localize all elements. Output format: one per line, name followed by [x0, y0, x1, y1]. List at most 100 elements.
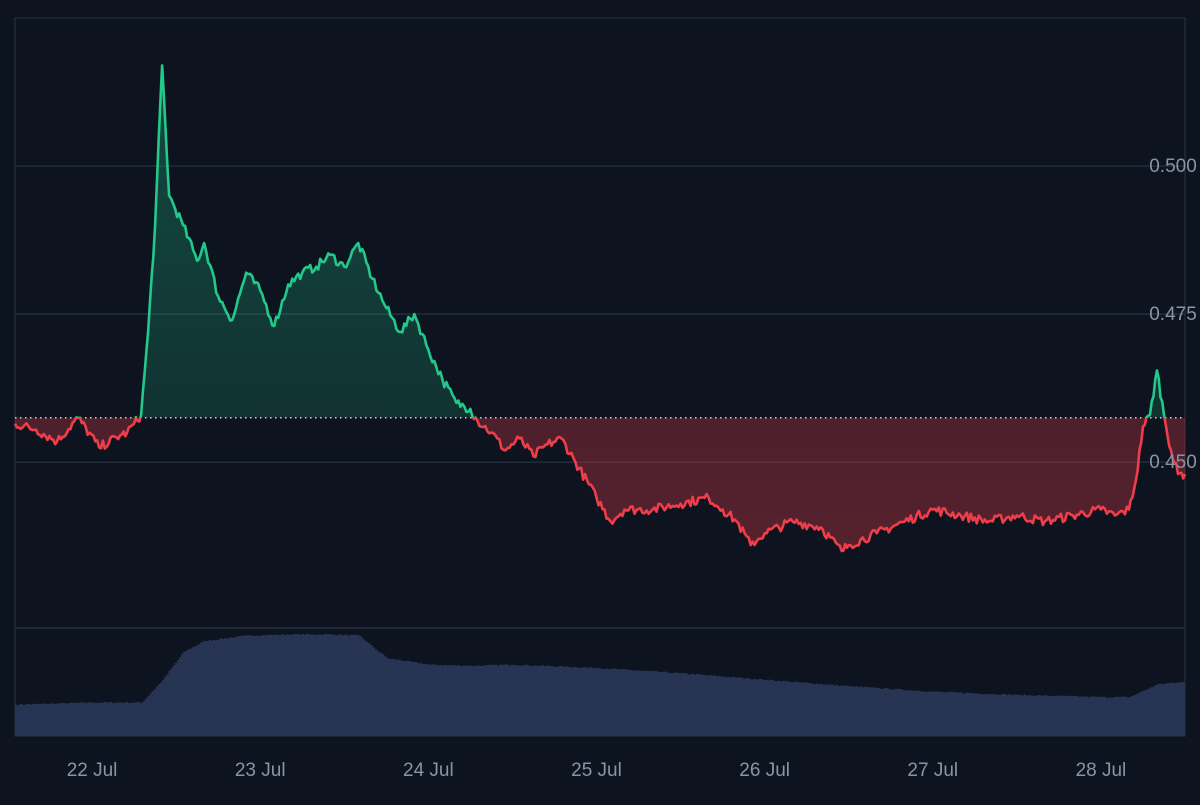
volume-bar: [239, 635, 243, 736]
volume-bar: [334, 635, 338, 736]
volume-bar: [879, 688, 883, 736]
volume-bar: [1122, 696, 1125, 736]
volume-bar: [162, 679, 165, 736]
volume-bar: [299, 635, 302, 736]
volume-bar: [724, 677, 728, 736]
volume-bar: [682, 672, 686, 736]
volume-bar: [136, 701, 140, 736]
volume-bar: [1014, 694, 1018, 736]
volume-bar: [261, 635, 265, 736]
volume-bar: [565, 666, 569, 736]
volume-bar: [884, 688, 887, 736]
volume-bar: [1003, 693, 1007, 736]
volume-bar: [149, 693, 152, 736]
volume-bar: [294, 634, 298, 736]
volume-bar: [288, 634, 291, 736]
volume-bar: [129, 702, 133, 736]
volume-bar: [1063, 696, 1066, 736]
volume-bar: [968, 692, 971, 736]
volume-bar: [640, 670, 644, 736]
volume-bar: [439, 665, 442, 736]
volume-bar: [833, 685, 836, 736]
volume-bar: [474, 666, 478, 736]
volume-bar: [434, 664, 438, 736]
volume-bar: [1161, 684, 1164, 736]
volume-bar: [932, 691, 936, 736]
volume-bar: [468, 665, 471, 736]
y-tick-label: 0.450: [1149, 452, 1197, 473]
volume-bar: [587, 667, 591, 736]
volume-bar: [1128, 697, 1132, 736]
volume-bar: [977, 693, 980, 736]
volume-bar: [81, 702, 84, 736]
volume-bar: [143, 700, 146, 736]
volume-bar: [395, 659, 398, 736]
volume-bar: [151, 691, 155, 736]
volume-bar: [1131, 695, 1134, 736]
volume-bar: [873, 687, 876, 736]
volume-bar: [707, 675, 710, 736]
volume-bar: [813, 684, 816, 736]
volume-bar: [157, 684, 161, 736]
volume-bar: [83, 702, 86, 736]
volume-bar: [1163, 683, 1166, 736]
volume-bar: [990, 694, 993, 736]
volume-bar: [881, 688, 885, 736]
volume-bar: [972, 693, 976, 736]
volume-bar: [634, 670, 637, 736]
volume-bar: [795, 681, 799, 736]
volume-bar: [819, 684, 823, 736]
x-tick-label: 23 Jul: [235, 760, 286, 781]
volume-bar: [1065, 695, 1069, 736]
volume-bar: [846, 685, 850, 736]
volume-bar: [684, 673, 688, 736]
volume-bar: [678, 672, 681, 736]
volume-bar: [512, 664, 515, 736]
volume-bar: [1154, 684, 1158, 736]
volume-bar: [279, 634, 282, 736]
volume-bar: [160, 682, 163, 736]
volume-bar: [189, 648, 192, 736]
volume-bar: [174, 662, 178, 736]
volume-bar: [895, 688, 898, 736]
volume-bar: [901, 690, 905, 736]
volume-bar: [210, 640, 214, 736]
volume-bar: [132, 702, 135, 736]
volume-bar: [906, 690, 909, 736]
volume-bar: [1045, 695, 1049, 736]
volume-bar: [784, 681, 788, 736]
volume-bar: [1133, 695, 1137, 736]
volume-bar: [259, 635, 263, 736]
volume-bar: [658, 672, 661, 736]
volume-bar: [204, 640, 207, 736]
volume-bar: [1032, 695, 1035, 736]
volume-bar: [1145, 689, 1148, 736]
volume-bar: [1074, 695, 1077, 736]
volume-bar: [243, 635, 247, 736]
volume-bar: [181, 654, 184, 736]
volume-bar: [831, 684, 834, 736]
volume-bar: [1147, 688, 1151, 736]
volume-bar: [1034, 695, 1038, 736]
volume-bar: [483, 665, 487, 736]
volume-bar: [263, 635, 267, 736]
x-axis-ticks: 22 Jul 23 Jul 24 Jul 25 Jul 26 Jul 27 Jul 28 J…: [67, 760, 1127, 781]
volume-bar: [197, 644, 201, 736]
volume-bar: [569, 667, 573, 736]
volume-bar: [550, 666, 553, 736]
volume-bar: [912, 690, 916, 736]
volume-bar: [859, 686, 863, 736]
volume-bar: [645, 670, 648, 736]
volume-bar: [147, 696, 150, 736]
volume-bar: [426, 664, 429, 736]
volume-bar: [850, 686, 854, 736]
volume-bar: [886, 688, 889, 736]
volume-bar: [994, 694, 998, 736]
volume-bar: [105, 702, 109, 736]
volume-bar: [700, 674, 704, 736]
volume-bar: [50, 703, 53, 736]
volume-bar: [720, 676, 723, 736]
volume-bar: [921, 691, 925, 736]
volume-bar: [349, 634, 353, 736]
volume-bar: [153, 689, 157, 736]
